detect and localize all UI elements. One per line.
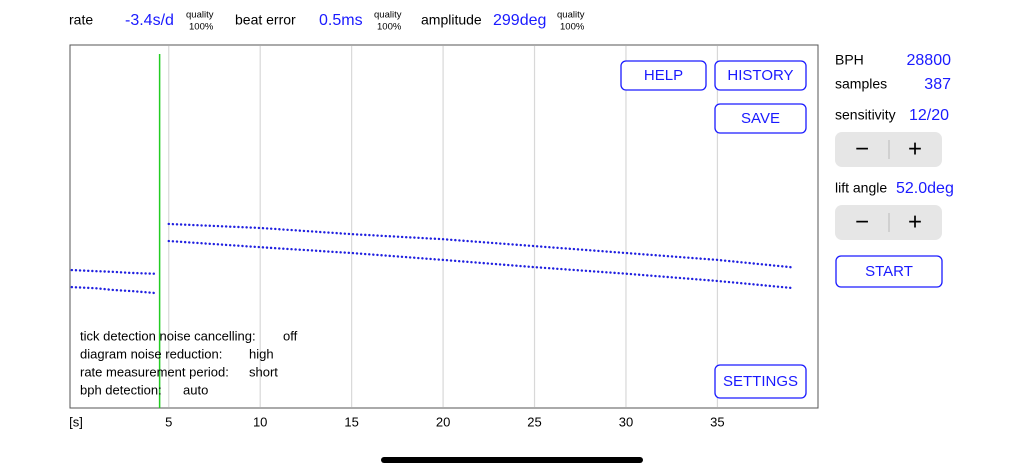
info-value: high xyxy=(249,346,274,361)
info-label: diagram noise reduction: xyxy=(80,346,222,361)
side-panel: BPH 28800 samples 387 sensitivity 12/20 … xyxy=(835,52,954,288)
plot xyxy=(70,46,792,408)
info-value: short xyxy=(249,364,278,379)
increment-button[interactable]: + xyxy=(908,135,922,162)
info-label: tick detection noise cancelling: xyxy=(80,328,256,343)
trace xyxy=(70,222,792,275)
trace xyxy=(70,239,792,295)
start-button[interactable]: START xyxy=(835,255,943,288)
samples-value: 387 xyxy=(924,76,951,93)
info-value: off xyxy=(283,328,298,343)
x-tick-label: 15 xyxy=(344,414,358,429)
metric-value: 299deg xyxy=(493,12,546,29)
quality-label: quality xyxy=(374,10,402,21)
bph-label: BPH xyxy=(835,52,864,68)
lift-angle-value: 52.0deg xyxy=(896,180,954,197)
quality-label: quality xyxy=(186,10,214,21)
sensitivity-value: 12/20 xyxy=(909,107,949,124)
x-tick-label: 25 xyxy=(527,414,541,429)
quality-label: quality xyxy=(557,10,585,21)
sensitivity-label: sensitivity xyxy=(835,107,896,123)
metric-label: rate xyxy=(69,12,93,28)
x-axis-label: [s] xyxy=(69,414,83,429)
metric-label: amplitude xyxy=(421,12,482,28)
header: rate -3.4s/d quality 100% beat error 0.5… xyxy=(69,10,585,33)
samples-label: samples xyxy=(835,76,887,92)
help-button[interactable]: HELP xyxy=(620,60,707,91)
settings-button[interactable]: SETTINGS xyxy=(714,364,807,399)
history-button[interactable]: HISTORY xyxy=(714,60,807,91)
x-tick-label: 35 xyxy=(710,414,724,429)
save-button[interactable]: SAVE xyxy=(714,103,807,134)
metric-value: 0.5ms xyxy=(319,12,363,29)
x-tick-label: 10 xyxy=(253,414,267,429)
settings-info: tick detection noise cancelling: off dia… xyxy=(80,328,298,397)
quality-value: 100% xyxy=(377,22,402,33)
metric-label: beat error xyxy=(235,12,296,28)
button-label[interactable]: START xyxy=(865,263,913,280)
metric-value: -3.4s/d xyxy=(125,12,174,29)
info-label: bph detection: xyxy=(80,382,162,397)
lift-angle-label: lift angle xyxy=(835,180,887,196)
button-label[interactable]: HISTORY xyxy=(727,67,793,84)
decrement-button[interactable]: − xyxy=(855,208,869,235)
x-tick-label: 20 xyxy=(436,414,450,429)
button-label[interactable]: HELP xyxy=(644,67,683,84)
info-value: auto xyxy=(183,382,208,397)
plot-frame xyxy=(69,44,819,409)
decrement-button[interactable]: − xyxy=(855,135,869,162)
info-label: rate measurement period: xyxy=(80,364,229,379)
bph-value: 28800 xyxy=(907,52,952,69)
home-indicator xyxy=(381,457,643,463)
x-tick-label: 30 xyxy=(619,414,633,429)
quality-value: 100% xyxy=(189,22,214,33)
button-label[interactable]: SETTINGS xyxy=(723,373,798,390)
x-tick-label: 5 xyxy=(165,414,172,429)
increment-button[interactable]: + xyxy=(908,208,922,235)
button-label[interactable]: SAVE xyxy=(741,110,780,127)
quality-value: 100% xyxy=(560,22,585,33)
